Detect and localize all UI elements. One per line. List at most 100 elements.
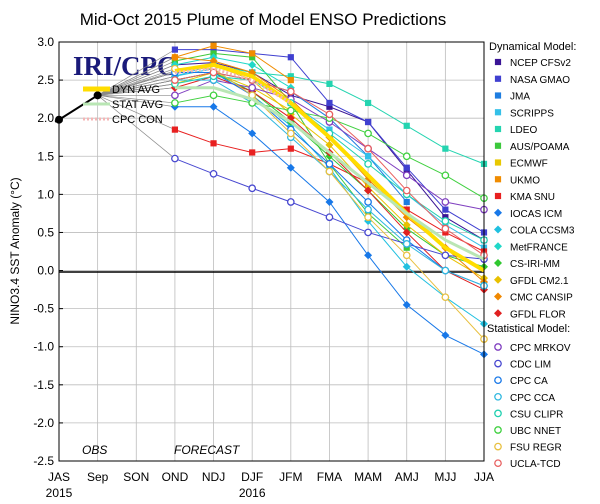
y-tick-label: -1.5 <box>33 378 54 392</box>
legend-entry: NCEP CFSv2 <box>510 58 571 69</box>
y-tick-label: 3.0 <box>37 35 54 49</box>
data-point <box>364 251 373 260</box>
x-tick-label: JAS <box>48 470 70 484</box>
x-axis: JAS Sep SON OND NDJ DJF JFM FMA MAM AMJ MJJ JJA 2015… <box>46 470 494 500</box>
data-point <box>210 42 217 49</box>
data-point <box>209 57 218 66</box>
connector-line <box>97 56 176 96</box>
data-point <box>364 198 372 206</box>
plot-average-legend: DYN AVG STAT AVG CPC CON <box>83 84 163 126</box>
legend-header-dynamical: Dynamical Model: <box>489 41 576 53</box>
data-point <box>286 106 295 115</box>
data-point <box>403 122 410 129</box>
data-point <box>326 103 333 110</box>
data-point <box>286 87 295 96</box>
data-point <box>364 99 372 107</box>
x-tick-label: Sep <box>87 470 109 484</box>
data-point <box>494 225 502 234</box>
data-point <box>402 152 411 161</box>
data-point <box>287 145 294 152</box>
x-tick-label: SON <box>123 470 149 484</box>
y-tick-label: 1.0 <box>37 187 54 201</box>
data-point <box>402 240 411 248</box>
data-point <box>403 198 410 206</box>
series-line <box>174 71 292 111</box>
data-point <box>442 145 449 152</box>
data-point <box>441 266 450 275</box>
x-year-label: 2015 <box>46 486 73 500</box>
data-point <box>364 186 373 195</box>
data-point <box>248 184 257 193</box>
average-series <box>174 62 486 273</box>
data-point <box>494 125 502 133</box>
data-point <box>248 129 257 138</box>
forecast-label: FORECAST <box>174 443 241 457</box>
data-point <box>326 99 333 107</box>
data-point <box>171 99 179 107</box>
data-point <box>364 160 372 168</box>
data-point <box>210 140 217 147</box>
data-point <box>325 197 334 206</box>
y-tick-label: -2.0 <box>33 416 54 430</box>
data-point <box>286 163 295 172</box>
data-point <box>287 76 294 84</box>
average-line-cpc-con <box>174 67 292 105</box>
data-point <box>171 76 179 84</box>
connector-line <box>97 72 176 96</box>
data-point <box>441 224 450 233</box>
data-point <box>494 442 502 451</box>
x-tick-label: FMA <box>317 470 342 484</box>
legend-entry: LDEO <box>510 125 537 136</box>
x-tick-label: JFM <box>279 470 302 484</box>
data-point <box>494 309 502 318</box>
data-point <box>494 259 502 267</box>
legend-header-statistical: Statistical Model: <box>487 323 570 335</box>
series-line <box>174 45 292 81</box>
data-point <box>170 53 179 62</box>
average-line-dyn-avg <box>174 62 486 273</box>
data-point <box>325 160 334 168</box>
legend-entry: MetFRANCE <box>510 242 568 253</box>
data-point <box>325 110 334 119</box>
connector-line <box>97 87 175 96</box>
legend-entry: UBC NNET <box>510 426 561 437</box>
legend-label-dyn-avg: DYN AVG <box>112 84 160 96</box>
data-point <box>209 169 218 178</box>
legend-entry: JMA <box>510 92 530 103</box>
x-tick-label: AMJ <box>395 470 419 484</box>
data-point <box>442 206 449 213</box>
data-point <box>494 142 502 149</box>
data-point <box>287 73 294 80</box>
data-point <box>402 300 411 309</box>
legend-entry: GFDL FLOR <box>510 309 566 320</box>
series-fsu-regr <box>171 64 488 343</box>
data-point <box>402 186 411 195</box>
y-tick-label: 0.5 <box>37 225 54 239</box>
legend-entry: CDC LIM <box>510 360 551 371</box>
data-point <box>249 50 256 57</box>
data-point <box>494 192 502 200</box>
legend-label-cpc-con: CPC CON <box>112 114 163 126</box>
data-point <box>171 46 179 53</box>
data-point <box>364 213 372 222</box>
data-point <box>209 102 218 111</box>
data-point <box>441 217 450 225</box>
connector-line <box>97 68 176 96</box>
data-point <box>494 426 502 434</box>
x-year-label: 2016 <box>239 486 266 500</box>
data-point <box>494 409 502 418</box>
legend-entry: GFDL CM2.1 <box>510 276 569 287</box>
data-point <box>494 359 502 368</box>
data-point <box>364 118 372 126</box>
x-tick-label: MAM <box>354 470 382 484</box>
observations <box>54 91 102 124</box>
data-point <box>171 126 179 133</box>
series-line <box>174 56 292 89</box>
x-tick-label: MJJ <box>434 470 456 484</box>
x-tick-label: OND <box>162 470 189 484</box>
obs-label: OBS <box>82 443 107 457</box>
data-point <box>364 144 372 153</box>
y-tick-label: -1.0 <box>33 340 54 354</box>
legend-entry: CPC CCA <box>510 393 555 404</box>
data-point <box>402 228 411 237</box>
